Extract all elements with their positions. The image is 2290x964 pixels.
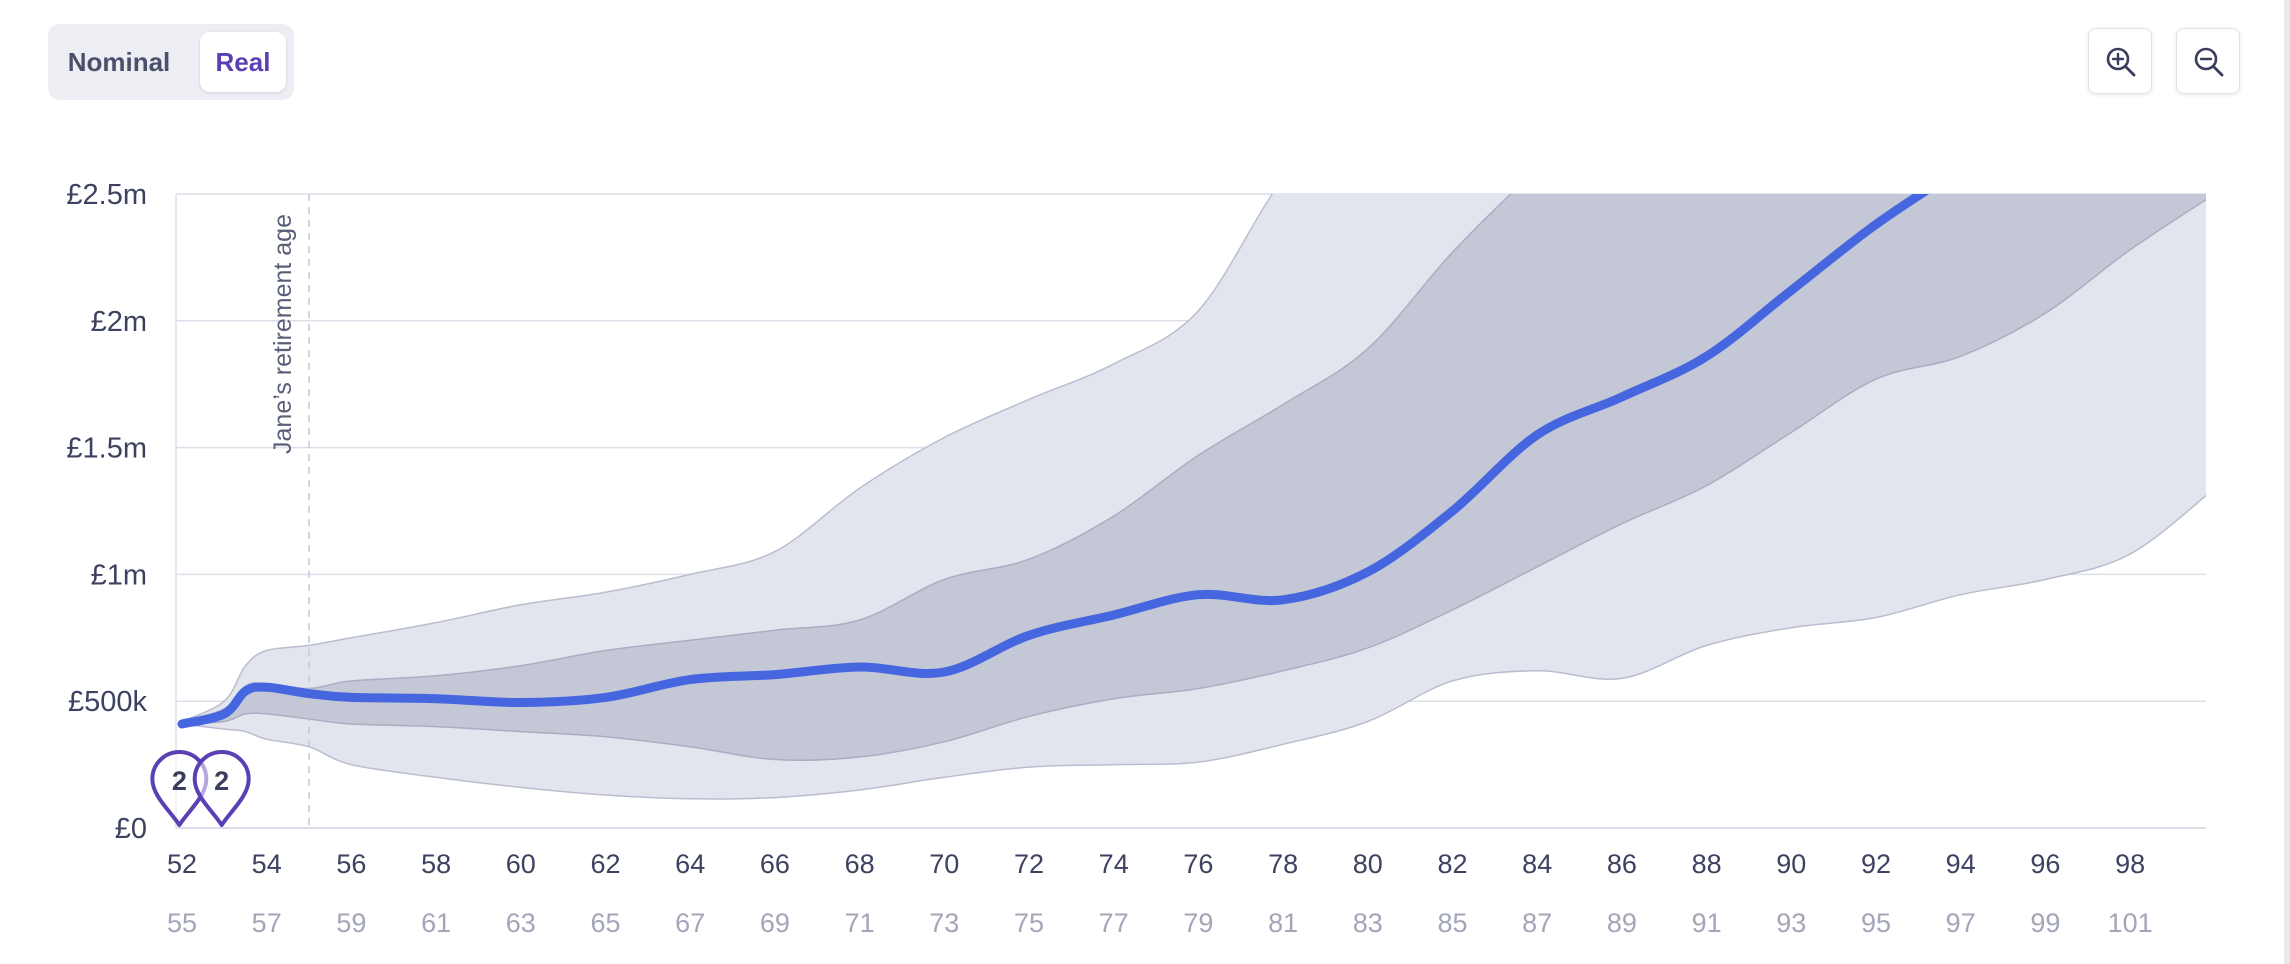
median-projection-line [177, 194, 1930, 729]
event-marker-count: 2 [214, 766, 229, 796]
retirement-age-label: Jane’s retirement age [269, 214, 297, 454]
x-tick-label: 62 [590, 849, 620, 879]
x-tick-label: 68 [845, 849, 875, 879]
nominal-toggle-button[interactable]: Nominal [67, 47, 171, 77]
x-secondary-tick-label: 75 [1014, 908, 1044, 938]
x-secondary-tick-label: 95 [1861, 908, 1891, 938]
x-secondary-tick-label: 55 [167, 908, 197, 938]
x-tick-label: 74 [1099, 849, 1129, 879]
y-tick-label: £1.5m [66, 433, 147, 465]
x-secondary-tick-label: 67 [675, 908, 705, 938]
y-tick-label: £2.5m [66, 179, 147, 211]
x-tick-label: 58 [421, 849, 451, 879]
x-tick-label: 72 [1014, 849, 1044, 879]
x-tick-label: 88 [1692, 849, 1722, 879]
x-tick-label: 78 [1268, 849, 1298, 879]
x-tick-label: 96 [2030, 849, 2060, 879]
x-secondary-tick-label: 85 [1437, 908, 1467, 938]
x-tick-label: 64 [675, 849, 705, 879]
x-secondary-tick-label: 97 [1946, 908, 1976, 938]
x-secondary-tick-label: 91 [1692, 908, 1722, 938]
y-tick-label: £1m [91, 559, 147, 591]
x-secondary-tick-label: 101 [2108, 908, 2153, 938]
y-tick-label: £2m [91, 306, 147, 338]
x-tick-label: 94 [1946, 849, 1976, 879]
inner-percentile-band [181, 194, 2206, 762]
x-tick-label: 80 [1353, 849, 1383, 879]
x-tick-label: 92 [1861, 849, 1891, 879]
x-secondary-tick-label: 61 [421, 908, 451, 938]
x-tick-label: 56 [336, 849, 366, 879]
x-secondary-tick-label: 71 [845, 908, 875, 938]
x-secondary-tick-label: 89 [1607, 908, 1637, 938]
x-tick-label: 60 [506, 849, 536, 879]
x-secondary-tick-label: 57 [252, 908, 282, 938]
x-secondary-tick-label: 59 [336, 908, 366, 938]
x-secondary-tick-label: 81 [1268, 908, 1298, 938]
x-secondary-tick-label: 73 [929, 908, 959, 938]
x-tick-label: 66 [760, 849, 790, 879]
x-secondary-tick-label: 69 [760, 908, 790, 938]
x-tick-label: 90 [1776, 849, 1806, 879]
zoom-in-button[interactable] [2088, 28, 2152, 94]
nominal-real-toggle: Nominal Real [48, 24, 294, 100]
event-marker-pin[interactable]: 2 [192, 750, 251, 827]
map-pin-icon [192, 750, 251, 827]
scrollbar-track [2284, 0, 2290, 964]
x-tick-label: 82 [1437, 849, 1467, 879]
zoom-out-icon [2194, 47, 2224, 77]
y-tick-label: £0 [115, 813, 147, 845]
x-tick-label: 54 [252, 849, 282, 879]
y-tick-label: £500k [68, 686, 148, 718]
zoom-out-button[interactable] [2176, 28, 2240, 94]
x-secondary-tick-label: 99 [2030, 908, 2060, 938]
x-tick-label: 76 [1183, 849, 1213, 879]
x-tick-label: 98 [2115, 849, 2145, 879]
x-secondary-tick-label: 87 [1522, 908, 1552, 938]
x-tick-label: 86 [1607, 849, 1637, 879]
zoom-in-icon [2106, 47, 2136, 77]
event-marker-count: 2 [172, 766, 187, 796]
x-secondary-tick-label: 79 [1183, 908, 1213, 938]
x-tick-label: 84 [1522, 849, 1552, 879]
x-secondary-tick-label: 63 [506, 908, 536, 938]
x-secondary-tick-label: 77 [1099, 908, 1129, 938]
x-tick-label: 52 [167, 849, 197, 879]
x-secondary-tick-label: 65 [590, 908, 620, 938]
x-tick-label: 70 [929, 849, 959, 879]
real-toggle-button[interactable]: Real [200, 32, 286, 92]
x-secondary-tick-label: 83 [1353, 908, 1383, 938]
x-secondary-tick-label: 93 [1776, 908, 1806, 938]
